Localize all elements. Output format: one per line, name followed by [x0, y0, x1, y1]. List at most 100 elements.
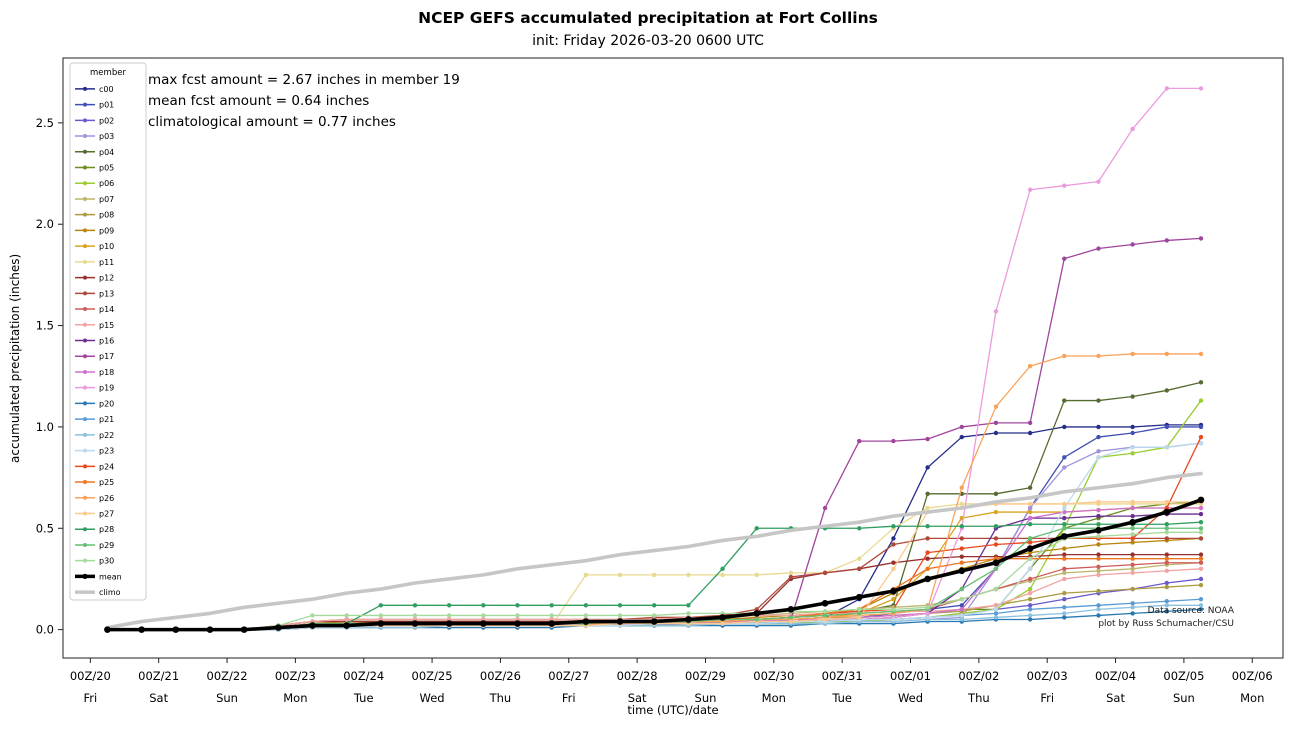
- series-marker-p15: [1198, 566, 1204, 572]
- series-marker-p29: [959, 586, 964, 592]
- x-tick-label-day: Sat: [628, 691, 647, 705]
- series-marker-mean: [787, 606, 795, 613]
- series-marker-p16: [1198, 511, 1204, 517]
- series-marker-p13: [857, 566, 862, 572]
- series-marker-p17: [1027, 420, 1033, 426]
- series-marker-p13: [1198, 536, 1204, 541]
- x-tick-label-time: 00Z/06: [1232, 669, 1273, 683]
- series-marker-p22: [959, 617, 964, 622]
- series-marker-p11: [686, 572, 691, 578]
- series-marker-p27: [857, 615, 862, 620]
- series-marker-p17: [1130, 242, 1135, 247]
- series-marker-p27: [1096, 499, 1101, 505]
- x-tick-label-time: 00Z/25: [412, 669, 453, 683]
- series-marker-p23: [1198, 440, 1204, 446]
- x-tick-label-time: 00Z/24: [343, 669, 384, 683]
- legend-marker-p03: [83, 134, 87, 139]
- series-marker-p23: [1027, 566, 1033, 572]
- series-marker-p28: [754, 526, 759, 531]
- legend-marker-p21: [83, 417, 87, 422]
- legend-label-p15: p15: [99, 321, 114, 330]
- series-marker-p15: [993, 603, 999, 608]
- series-marker-p07: [1130, 566, 1135, 572]
- series-marker-p30: [1198, 530, 1204, 535]
- legend-label-p03: p03: [99, 132, 114, 141]
- series-marker-p11: [754, 572, 759, 578]
- series-marker-p23: [925, 615, 930, 620]
- series-marker-p02: [1027, 603, 1033, 608]
- series-marker-p04: [1096, 398, 1101, 403]
- series-marker-p18: [1130, 505, 1135, 511]
- series-marker-p11: [925, 505, 930, 511]
- series-marker-p28: [1062, 522, 1067, 527]
- x-tick-label-time: 00Z/26: [480, 669, 521, 683]
- x-axis-label: time (UTC)/date: [627, 703, 719, 717]
- series-marker-c00: [891, 536, 896, 541]
- series-marker-p28: [515, 603, 520, 608]
- series-marker-p29: [1062, 526, 1067, 531]
- series-marker-p28: [652, 603, 657, 608]
- series-marker-p27: [891, 566, 896, 572]
- legend-label-p27: p27: [99, 510, 114, 519]
- series-marker-p14: [1027, 576, 1033, 582]
- legend-box: [69, 62, 147, 601]
- series-marker-p30: [993, 586, 999, 592]
- plot-frame: [62, 57, 1284, 659]
- legend-marker-p27: [83, 511, 87, 516]
- series-marker-p15: [1062, 576, 1067, 582]
- series-marker-mean: [890, 587, 897, 595]
- series-line-climo: [105, 471, 1203, 630]
- series-marker-p09: [1130, 540, 1135, 545]
- legend-label-p19: p19: [99, 384, 114, 393]
- series-marker-p04: [993, 491, 999, 497]
- chart-title: NCEP GEFS accumulated precipitation at F…: [418, 9, 878, 27]
- series-marker-p13: [891, 542, 896, 547]
- series-marker-p19: [1164, 86, 1170, 91]
- series-marker-p27: [1062, 501, 1067, 507]
- x-tick-label-time: 00Z/29: [685, 669, 726, 683]
- legend-marker-p10: [83, 244, 87, 249]
- series-marker-p11: [583, 572, 589, 578]
- x-tick-label-day: Wed: [420, 691, 445, 705]
- mean-forecast-text: mean fcst amount = 0.64 inches: [148, 93, 370, 109]
- series-marker-p15: [344, 617, 349, 622]
- legend-label-p22: p22: [99, 431, 114, 440]
- series-marker-p22: [1164, 603, 1170, 608]
- series-marker-p17: [1198, 236, 1204, 241]
- series-marker-p04: [1027, 485, 1033, 490]
- series-marker-c00: [1062, 424, 1067, 430]
- x-tick-label-time: 00Z/03: [1027, 669, 1068, 683]
- series-marker-p20: [1096, 613, 1101, 618]
- series-marker-p17: [1164, 238, 1170, 243]
- series-marker-p30: [515, 613, 520, 618]
- legend-marker-p02: [83, 118, 87, 123]
- series-marker-p30: [822, 609, 828, 614]
- legend-marker-p13: [83, 291, 87, 296]
- series-marker-p17: [1062, 256, 1067, 261]
- legend-marker-p29: [83, 542, 87, 547]
- series-marker-p29: [1027, 536, 1033, 541]
- series-marker-p18: [959, 607, 964, 612]
- legend-label-p09: p09: [99, 226, 114, 235]
- series-marker-mean: [445, 620, 453, 627]
- series-marker-p30: [378, 613, 384, 618]
- legend-label-p26: p26: [99, 494, 114, 503]
- series-marker-p26: [959, 485, 964, 490]
- series-marker-p12: [1130, 552, 1135, 557]
- series-marker-p30: [344, 613, 349, 618]
- series-marker-p29: [857, 611, 862, 616]
- series-marker-p17: [857, 438, 862, 444]
- series-marker-p10: [891, 597, 896, 602]
- legend-marker-p15: [83, 322, 87, 327]
- x-tick-label-day: Fri: [83, 691, 97, 705]
- series-marker-p21: [1198, 597, 1204, 602]
- series-marker-p24: [925, 550, 930, 555]
- series-marker-p07: [1062, 570, 1067, 576]
- y-tick-label: 2.0: [36, 217, 54, 231]
- series-marker-p27: [720, 621, 725, 626]
- series-marker-p30: [583, 613, 589, 618]
- x-tick-label-day: Tue: [353, 691, 374, 705]
- series-marker-p22: [993, 615, 999, 620]
- series-marker-p28: [549, 603, 554, 608]
- series-marker-p30: [959, 597, 964, 602]
